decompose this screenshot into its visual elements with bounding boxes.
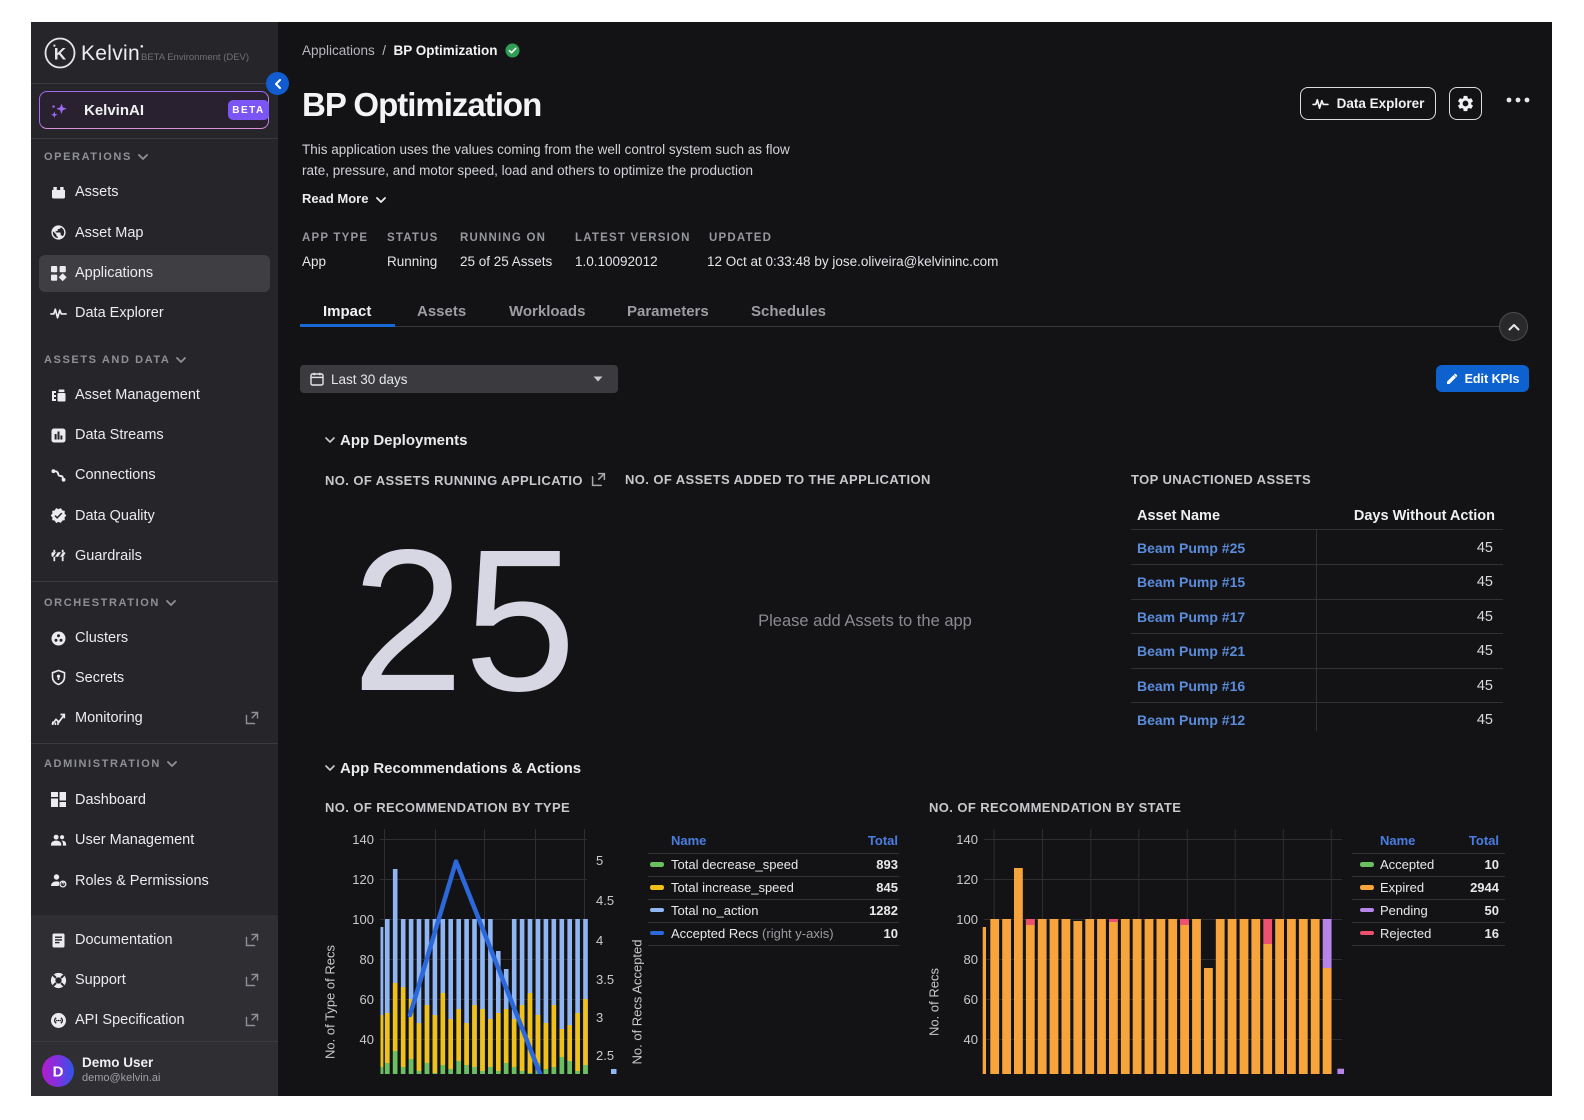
svg-text:K: K [54, 45, 67, 64]
svg-text:D: D [53, 1064, 64, 1081]
